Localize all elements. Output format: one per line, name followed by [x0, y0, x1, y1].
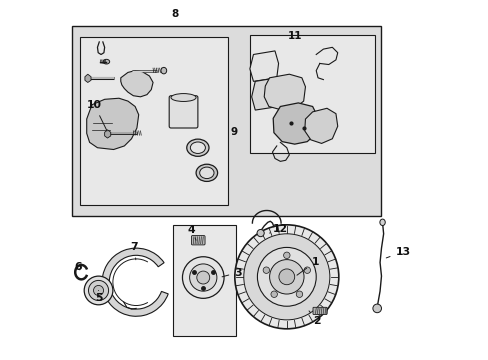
- Circle shape: [196, 271, 209, 284]
- Text: 7: 7: [130, 242, 138, 260]
- FancyBboxPatch shape: [312, 307, 326, 315]
- Circle shape: [257, 247, 316, 306]
- Polygon shape: [85, 74, 91, 82]
- Text: 3: 3: [222, 267, 242, 278]
- Bar: [80, 37, 228, 205]
- Circle shape: [189, 264, 217, 291]
- Polygon shape: [121, 71, 153, 97]
- Wedge shape: [102, 248, 168, 316]
- Text: 8: 8: [171, 9, 178, 19]
- Ellipse shape: [190, 142, 205, 153]
- Bar: [249, 35, 375, 153]
- Text: 5: 5: [95, 291, 102, 303]
- Circle shape: [269, 260, 304, 294]
- Ellipse shape: [257, 229, 264, 237]
- Bar: [172, 225, 235, 336]
- Bar: [72, 26, 380, 216]
- Circle shape: [84, 276, 113, 305]
- Circle shape: [304, 267, 310, 273]
- Circle shape: [372, 304, 381, 313]
- Circle shape: [270, 291, 277, 297]
- Circle shape: [244, 234, 329, 320]
- Ellipse shape: [171, 94, 196, 102]
- Circle shape: [88, 280, 108, 301]
- Text: 2: 2: [308, 311, 320, 325]
- Ellipse shape: [196, 164, 217, 181]
- Circle shape: [278, 269, 294, 285]
- Polygon shape: [104, 130, 110, 138]
- Ellipse shape: [103, 59, 109, 64]
- Circle shape: [234, 225, 338, 329]
- Text: 9: 9: [230, 127, 238, 136]
- Text: 4: 4: [187, 225, 196, 240]
- Ellipse shape: [186, 139, 208, 156]
- Circle shape: [283, 252, 289, 258]
- Polygon shape: [264, 74, 305, 110]
- Ellipse shape: [199, 167, 214, 179]
- Circle shape: [263, 267, 269, 273]
- Polygon shape: [304, 108, 337, 143]
- Text: 6: 6: [74, 262, 81, 272]
- Polygon shape: [251, 78, 280, 110]
- Ellipse shape: [379, 219, 385, 226]
- Circle shape: [182, 257, 224, 298]
- Text: 10: 10: [87, 100, 107, 131]
- Polygon shape: [273, 103, 317, 144]
- Text: 13: 13: [386, 247, 410, 258]
- Text: 11: 11: [287, 31, 301, 41]
- Polygon shape: [86, 98, 139, 149]
- Circle shape: [296, 291, 302, 297]
- Text: 1: 1: [296, 257, 319, 275]
- FancyBboxPatch shape: [191, 235, 204, 245]
- FancyBboxPatch shape: [169, 96, 198, 128]
- Polygon shape: [249, 51, 278, 81]
- Text: 12: 12: [269, 225, 287, 234]
- Circle shape: [93, 285, 103, 296]
- Ellipse shape: [161, 67, 166, 74]
